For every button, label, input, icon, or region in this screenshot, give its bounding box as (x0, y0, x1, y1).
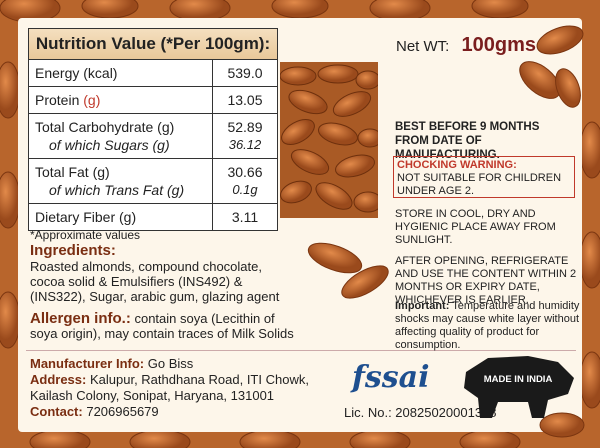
sub-nutrient-label: of which Sugars (g) (49, 137, 170, 153)
nutrient-cell: Dietary Fiber (g) (29, 204, 213, 230)
warning-title: CHOCKING WARNING: (397, 159, 517, 171)
net-weight-label: Net WT: (396, 38, 450, 55)
nutrient-name: Total Carbohydrate (g) (35, 119, 175, 135)
nutrient-label: Energy (kcal) (35, 64, 206, 82)
manufacturer-label: Manufacturer Info: (30, 356, 145, 371)
nutrient-value: 13.05 (227, 92, 263, 108)
best-before: BEST BEFORE 9 MONTHS FROM DATE OF MANUFA… (395, 121, 540, 161)
table-body: Energy (kcal) 539.0 Protein (g) 13.05 Total … (29, 60, 277, 230)
nutrient-name: Dietary Fiber (g) (35, 209, 137, 225)
net-weight: Net WT: 100gms (396, 34, 536, 57)
ingredients-title: Ingredients: (30, 242, 116, 259)
divider (26, 350, 576, 351)
nutrition-row: Total Carbohydrate (g) of which Sugars (g… (29, 114, 277, 159)
license-number: Lic. No.: 20825020001308 (344, 405, 497, 420)
nutrient-label: Total Fat (g) (35, 163, 206, 181)
sub-nutrient-value: 36.12 (228, 137, 262, 152)
badge-text: MADE IN INDIA (484, 374, 553, 385)
nutrient-label: Dietary Fiber (g) (35, 208, 206, 226)
value-cell: 539.0 (213, 60, 277, 86)
nutrient-cell: Energy (kcal) (29, 60, 213, 86)
manufacturer-value: Go Biss (147, 356, 194, 371)
warning-box: CHOCKING WARNING: NOT SUITABLE FOR CHILD… (393, 156, 575, 198)
manufacturer-line: Manufacturer Info: Go Biss (30, 356, 330, 372)
value-cell: 52.89 36.12 (213, 114, 277, 158)
nutrition-table: Nutrition Value (*Per 100gm): Energy (kc… (28, 28, 278, 231)
value-cell: 30.66 0.1g (213, 159, 277, 203)
table-title: Nutrition Value (*Per 100gm): (29, 29, 277, 60)
nutrient-name: Energy (kcal) (35, 65, 118, 81)
almond-photo (280, 62, 378, 218)
nutrient-label: Total Carbohydrate (g) (35, 118, 206, 136)
important-note: Important: Temperature and humidity shoc… (395, 300, 580, 352)
nutrition-row: Energy (kcal) 539.0 (29, 60, 277, 87)
nutrition-row: Protein (g) 13.05 (29, 87, 277, 114)
value-cell: 13.05 (213, 87, 277, 113)
made-in-india-badge: MADE IN INDIA (464, 356, 574, 418)
nutrient-cell: Protein (g) (29, 87, 213, 113)
nutrient-name: Total Fat (g) (35, 164, 110, 180)
address-value: Kalupur, Rathdhana Road, ITI Chowk, Kail… (30, 372, 309, 403)
storage-note: AFTER OPENING, REFRIGERATE AND USE THE C… (395, 255, 577, 306)
manufacturer-block: Manufacturer Info: Go Biss Address: Kalu… (30, 356, 330, 420)
nutrient-unit: (g) (83, 92, 101, 108)
ingredients-title: Ingredients: (30, 242, 116, 259)
warning-text: NOT SUITABLE FOR CHILDREN UNDER AGE 2. (397, 172, 562, 197)
ingredients-text: Roasted almonds, compound chocolate, coc… (30, 259, 280, 304)
important-label: Important: (395, 300, 450, 312)
nutrient-cell: Total Carbohydrate (g) of which Sugars (g… (29, 114, 213, 158)
nutrition-row: Dietary Fiber (g) 3.11 (29, 204, 277, 230)
nutrient-value: 52.89 (227, 119, 263, 135)
allergen-text: contain soya (Lecithin of soya origin), … (30, 311, 294, 341)
value-cell: 3.11 (213, 204, 277, 230)
allergen-info: Allergen info.: contain soya (Lecithin o… (30, 311, 300, 341)
net-weight-value: 100gms (461, 34, 537, 56)
storage-note: STORE IN COOL, DRY AND HYGIENIC PLACE AW… (395, 208, 556, 246)
nutrient-value: 3.11 (231, 209, 259, 225)
address-label: Address: (30, 372, 87, 387)
nutrient-cell: Total Fat (g) of which Trans Fat (g) (29, 159, 213, 203)
nutrient-label: Protein (g) (35, 91, 206, 109)
allergen-label: Allergen info.: (30, 310, 131, 327)
nutrition-row: Total Fat (g) of which Trans Fat (g) 30.66… (29, 159, 277, 204)
important-text: Temperature and humidity shocks may caus… (395, 300, 580, 351)
sub-nutrient-value: 0.1g (232, 182, 258, 197)
sub-nutrient-label: of which Trans Fat (g) (49, 182, 185, 198)
contact-value: 7206965679 (86, 404, 159, 419)
fssai-logo: fssai (352, 360, 430, 395)
contact-label: Contact: (30, 404, 83, 419)
address-line: Address: Kalupur, Rathdhana Road, ITI Ch… (30, 372, 330, 404)
nutrient-name: Protein (35, 92, 80, 108)
nutrient-value: 539.0 (227, 65, 263, 81)
nutrient-value: 30.66 (227, 164, 263, 180)
storage-notes: STORE IN COOL, DRY AND HYGIENIC PLACE AW… (395, 208, 580, 315)
contact-line: Contact: 7206965679 (30, 404, 330, 420)
footnote: *Approximate values (30, 228, 141, 242)
